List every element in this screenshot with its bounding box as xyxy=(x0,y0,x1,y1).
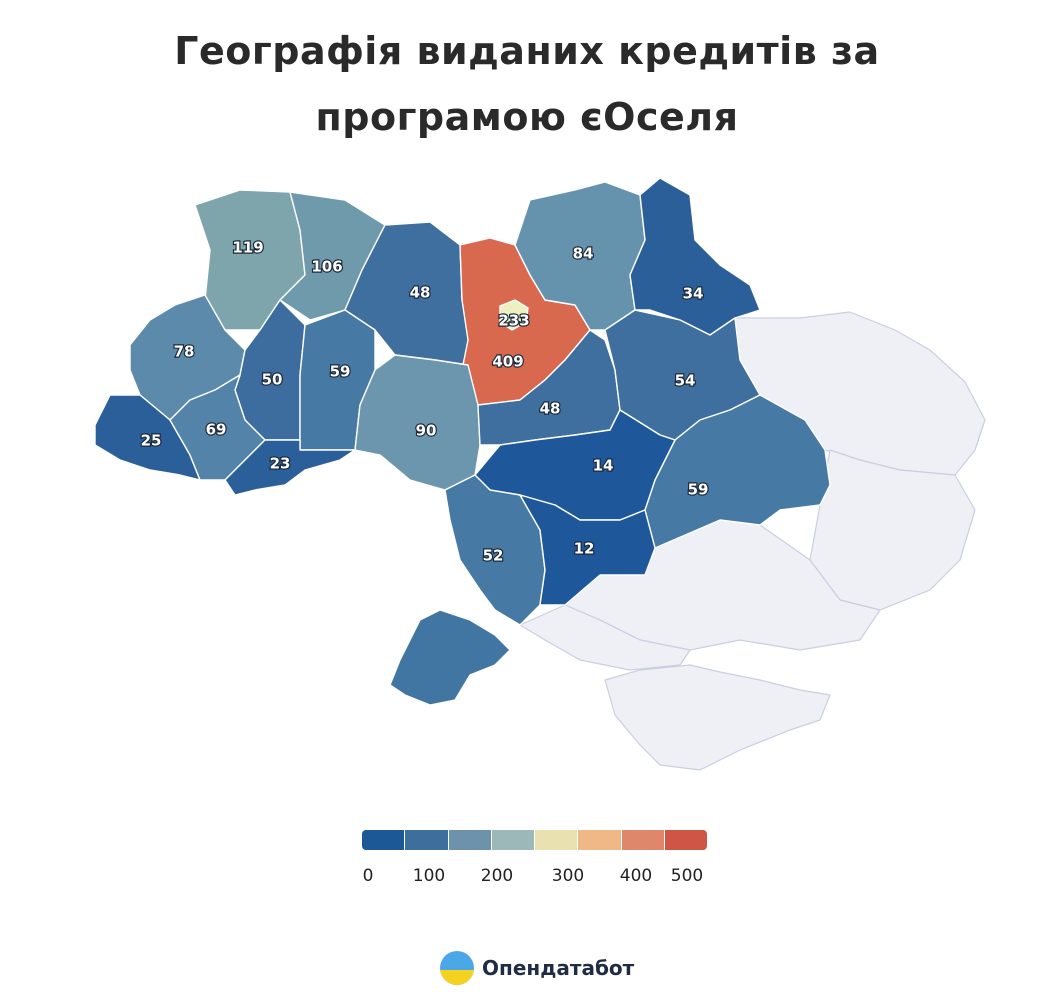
legend-segment xyxy=(578,830,622,850)
legend-segment xyxy=(664,830,707,850)
region-dnipro xyxy=(519,494,656,606)
legend-tick-500: 500 xyxy=(670,866,704,886)
legend-segment xyxy=(621,830,665,850)
region-odesa xyxy=(389,609,511,706)
legend-tick-400: 400 xyxy=(619,866,653,886)
legend-ticks: 0 100 200 300 400 500 xyxy=(362,866,707,890)
region-occupied-donetsk xyxy=(809,449,976,611)
region-chernivtsi xyxy=(224,439,356,496)
legend-tick-0: 0 xyxy=(362,866,374,886)
label-kyiv-oblast: 409 xyxy=(492,353,523,371)
color-legend: 0 100 200 300 400 500 xyxy=(362,830,707,890)
label-poltava: 54 xyxy=(675,372,696,390)
label-chernivtsi: 23 xyxy=(270,455,291,473)
label-khmelnytskyi: 59 xyxy=(330,363,351,381)
label-ivano-frankivsk: 69 xyxy=(206,421,227,439)
legend-tick-100: 100 xyxy=(412,866,446,886)
label-kharkiv: 59 xyxy=(688,481,709,499)
brand-name: Опендатабот xyxy=(482,956,635,980)
legend-segment xyxy=(491,830,535,850)
opendatabot-logo-icon xyxy=(440,951,474,985)
legend-color-bar xyxy=(362,830,707,850)
label-sumy: 34 xyxy=(683,285,704,303)
legend-segment xyxy=(405,830,449,850)
region-occupied-kherson xyxy=(519,604,691,671)
region-ivano-frankivsk xyxy=(169,374,266,481)
legend-tick-300: 300 xyxy=(551,866,585,886)
label-cherkasy: 48 xyxy=(540,400,561,418)
title-line-2: програмою єОселя xyxy=(315,95,739,139)
region-occupied-crimea xyxy=(604,664,831,771)
label-kirovohrad: 14 xyxy=(593,457,614,475)
legend-segment xyxy=(362,830,406,850)
label-volyn: 119 xyxy=(232,239,263,257)
label-dnipro: 12 xyxy=(574,540,595,558)
label-chernihiv: 84 xyxy=(573,245,594,263)
map-title: Географія виданих кредитів за програмою … xyxy=(0,18,1054,150)
label-mykolaiv: 52 xyxy=(483,547,504,565)
label-zakarpattia: 25 xyxy=(141,432,162,450)
title-line-1: Географія виданих кредитів за xyxy=(174,29,880,73)
label-kyiv-city: 233 xyxy=(498,312,529,330)
label-ternopil: 50 xyxy=(262,371,283,389)
legend-segment xyxy=(448,830,492,850)
legend-tick-200: 200 xyxy=(480,866,514,886)
label-lviv: 78 xyxy=(174,343,195,361)
region-rivne xyxy=(279,191,386,321)
label-rivne: 106 xyxy=(311,258,342,276)
legend-segment xyxy=(535,830,579,850)
label-vinnytsia: 90 xyxy=(416,422,437,440)
region-kyiv-city xyxy=(499,299,529,331)
label-zhytomyr: 48 xyxy=(410,284,431,302)
region-sumy xyxy=(629,177,761,336)
brand: Опендатабот xyxy=(440,950,634,986)
